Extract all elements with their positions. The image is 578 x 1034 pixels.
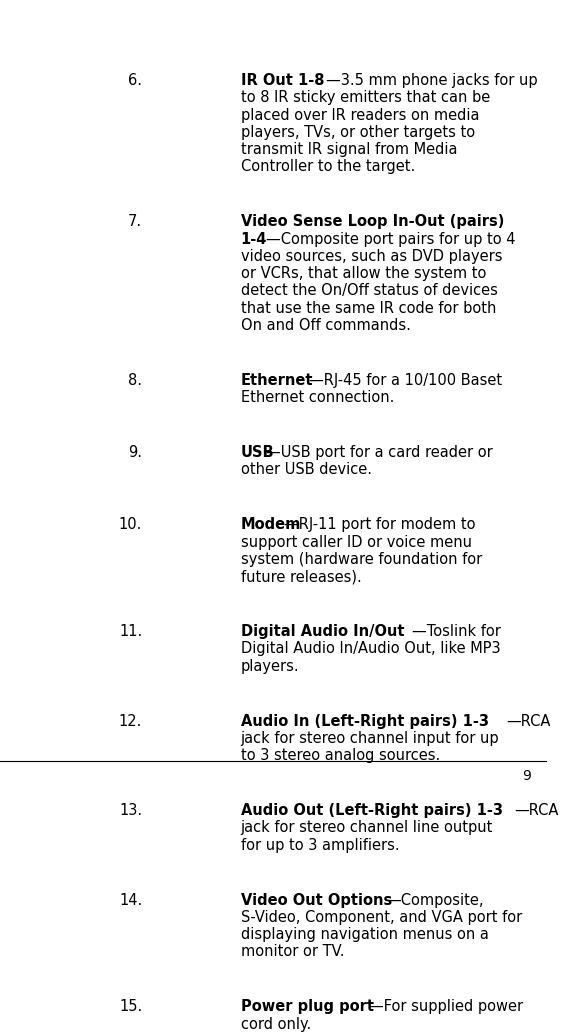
Text: support caller ID or voice menu: support caller ID or voice menu — [241, 535, 472, 550]
Text: —Toslink for: —Toslink for — [412, 625, 501, 639]
Text: Video Out Options: Video Out Options — [241, 892, 392, 908]
Text: detect the On/Off status of devices: detect the On/Off status of devices — [241, 283, 498, 298]
Text: that use the same IR code for both: that use the same IR code for both — [241, 301, 496, 315]
Text: other USB device.: other USB device. — [241, 462, 372, 478]
Text: for up to 3 amplifiers.: for up to 3 amplifiers. — [241, 838, 399, 853]
Text: —Composite,: —Composite, — [386, 892, 484, 908]
Text: 13.: 13. — [119, 803, 142, 818]
Text: or VCRs, that allow the system to: or VCRs, that allow the system to — [241, 266, 486, 281]
Text: Ethernet connection.: Ethernet connection. — [241, 390, 394, 405]
Text: 14.: 14. — [119, 892, 142, 908]
Text: 12.: 12. — [119, 713, 142, 729]
Text: Digital Audio In/Audio Out, like MP3: Digital Audio In/Audio Out, like MP3 — [241, 641, 501, 657]
Text: USB: USB — [241, 445, 275, 460]
Text: future releases).: future releases). — [241, 569, 361, 584]
Text: Power plug port: Power plug port — [241, 1000, 374, 1014]
Text: jack for stereo channel input for up: jack for stereo channel input for up — [241, 731, 499, 746]
Text: Audio In (Left-Right pairs) 1-3: Audio In (Left-Right pairs) 1-3 — [241, 713, 489, 729]
Text: Digital Audio In/Out: Digital Audio In/Out — [241, 625, 404, 639]
Text: 15.: 15. — [119, 1000, 142, 1014]
Text: S-Video, Component, and VGA port for: S-Video, Component, and VGA port for — [241, 910, 522, 925]
Text: 1-4: 1-4 — [241, 232, 267, 246]
Text: monitor or TV.: monitor or TV. — [241, 944, 344, 960]
Text: Modem: Modem — [241, 517, 301, 533]
Text: players.: players. — [241, 659, 299, 673]
Text: —Composite port pairs for up to 4: —Composite port pairs for up to 4 — [266, 232, 516, 246]
Text: video sources, such as DVD players: video sources, such as DVD players — [241, 249, 502, 264]
Text: transmit IR signal from Media: transmit IR signal from Media — [241, 142, 457, 157]
Text: displaying navigation menus on a: displaying navigation menus on a — [241, 927, 488, 942]
Text: —For supplied power: —For supplied power — [369, 1000, 523, 1014]
Text: IR Out 1-8: IR Out 1-8 — [241, 73, 324, 88]
Text: 6.: 6. — [128, 73, 142, 88]
Text: Video Sense Loop In-Out (pairs): Video Sense Loop In-Out (pairs) — [241, 214, 504, 230]
Text: Audio Out (Left-Right pairs) 1-3: Audio Out (Left-Right pairs) 1-3 — [241, 803, 503, 818]
Text: 9: 9 — [522, 769, 531, 783]
Text: cord only.: cord only. — [241, 1016, 311, 1032]
Text: placed over IR readers on media: placed over IR readers on media — [241, 108, 479, 123]
Text: jack for stereo channel line output: jack for stereo channel line output — [241, 820, 493, 835]
Text: system (hardware foundation for: system (hardware foundation for — [241, 552, 482, 567]
Text: —RJ-45 for a 10/100 Baset: —RJ-45 for a 10/100 Baset — [309, 373, 502, 388]
Text: to 8 IR sticky emitters that can be: to 8 IR sticky emitters that can be — [241, 90, 490, 105]
Text: 10.: 10. — [119, 517, 142, 533]
Text: 8.: 8. — [128, 373, 142, 388]
Text: players, TVs, or other targets to: players, TVs, or other targets to — [241, 125, 475, 140]
Text: —RCA: —RCA — [506, 713, 550, 729]
Text: —USB port for a card reader or: —USB port for a card reader or — [266, 445, 493, 460]
Text: 11.: 11. — [119, 625, 142, 639]
Text: —3.5 mm phone jacks for up: —3.5 mm phone jacks for up — [327, 73, 538, 88]
Text: Ethernet: Ethernet — [241, 373, 313, 388]
Text: On and Off commands.: On and Off commands. — [241, 317, 410, 333]
Text: to 3 stereo analog sources.: to 3 stereo analog sources. — [241, 749, 440, 763]
Text: Controller to the target.: Controller to the target. — [241, 159, 415, 175]
Text: —RJ-11 port for modem to: —RJ-11 port for modem to — [284, 517, 475, 533]
Text: 7.: 7. — [128, 214, 142, 230]
Text: 9.: 9. — [128, 445, 142, 460]
Text: —RCA: —RCA — [514, 803, 559, 818]
